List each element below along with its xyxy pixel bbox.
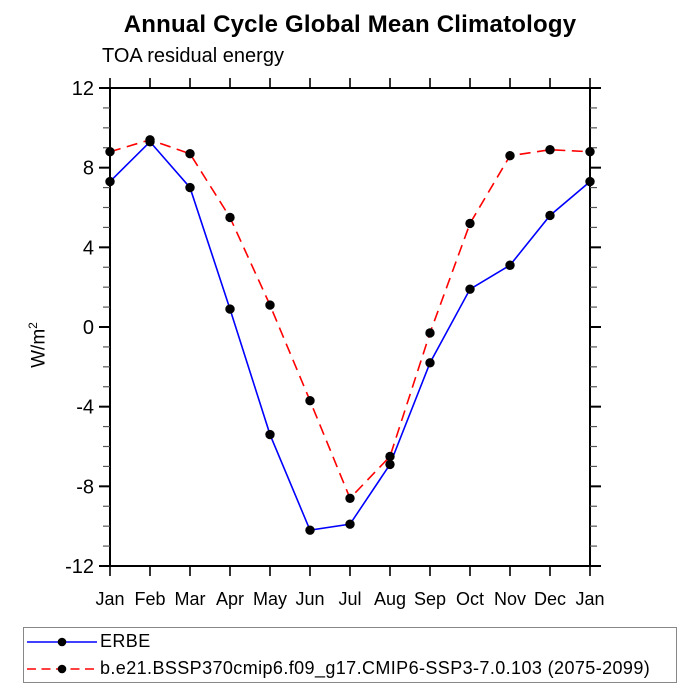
y-tick-label: -4 <box>76 397 94 419</box>
data-point-erbe <box>425 358 435 368</box>
x-tick-label: Jul <box>338 589 361 609</box>
legend-row-erbe: ERBE <box>24 628 676 655</box>
series-line-model <box>109 138 591 500</box>
data-point-model <box>545 145 555 155</box>
legend: ERBE b.e21.BSSP370cmip6.f09_g17.CMIP6-SS… <box>23 627 677 683</box>
data-point-erbe <box>385 459 395 470</box>
legend-sample-dot <box>57 637 67 646</box>
x-tick-label: Mar <box>175 589 206 609</box>
data-point-model <box>225 212 235 223</box>
y-tick-label: 12 <box>72 78 94 100</box>
data-point-erbe <box>545 210 555 221</box>
data-point-erbe <box>105 176 115 187</box>
chart-subtitle: TOA residual energy <box>102 45 284 67</box>
x-tick-label: Feb <box>134 589 165 609</box>
legend-sample-erbe <box>27 637 97 646</box>
data-point-model <box>465 218 475 229</box>
data-point-model <box>585 147 595 157</box>
chart-title: Annual Cycle Global Mean Climatology <box>123 11 577 38</box>
x-tick-label: Sep <box>414 589 446 609</box>
x-tick-label: Jan <box>95 589 124 609</box>
y-tick-label: 4 <box>83 237 94 259</box>
data-point-model <box>345 493 355 503</box>
data-point-erbe <box>305 525 315 535</box>
data-point-erbe <box>225 304 235 314</box>
x-tick-label: Jun <box>295 589 324 609</box>
data-point-model <box>185 149 195 159</box>
legend-sample-dot <box>57 664 67 673</box>
y-tick-label: -8 <box>76 476 94 498</box>
x-tick-label: Oct <box>456 589 484 609</box>
x-tick-label: Nov <box>494 589 526 609</box>
y-tick-label: 0 <box>83 317 94 339</box>
series-line-erbe <box>109 140 591 532</box>
x-tick-label: Dec <box>534 589 566 609</box>
data-point-model <box>145 135 155 145</box>
data-point-erbe <box>505 260 515 270</box>
x-tick-label: Aug <box>374 589 406 609</box>
data-point-model <box>265 300 275 310</box>
data-point-model <box>505 151 515 161</box>
data-point-erbe <box>265 429 275 440</box>
y-tick-label: -12 <box>65 556 94 578</box>
legend-label-model: b.e21.BSSP370cmip6.f09_g17.CMIP6-SSP3-7.… <box>100 658 651 678</box>
x-tick-label: Apr <box>216 589 244 609</box>
y-tick-label: 8 <box>83 158 94 180</box>
x-tick-label: May <box>253 589 287 609</box>
data-point-model <box>385 451 395 462</box>
legend-row-model: b.e21.BSSP370cmip6.f09_g17.CMIP6-SSP3-7.… <box>24 655 676 682</box>
x-tick-label: Jan <box>575 589 604 609</box>
data-point-erbe <box>345 519 355 529</box>
data-point-erbe <box>465 284 475 294</box>
data-point-erbe <box>585 176 595 187</box>
data-point-model <box>425 328 435 338</box>
data-point-erbe <box>185 182 195 193</box>
legend-label-erbe: ERBE <box>100 631 151 651</box>
data-point-model <box>105 147 115 157</box>
legend-sample-model <box>27 664 97 673</box>
data-point-model <box>305 395 315 406</box>
